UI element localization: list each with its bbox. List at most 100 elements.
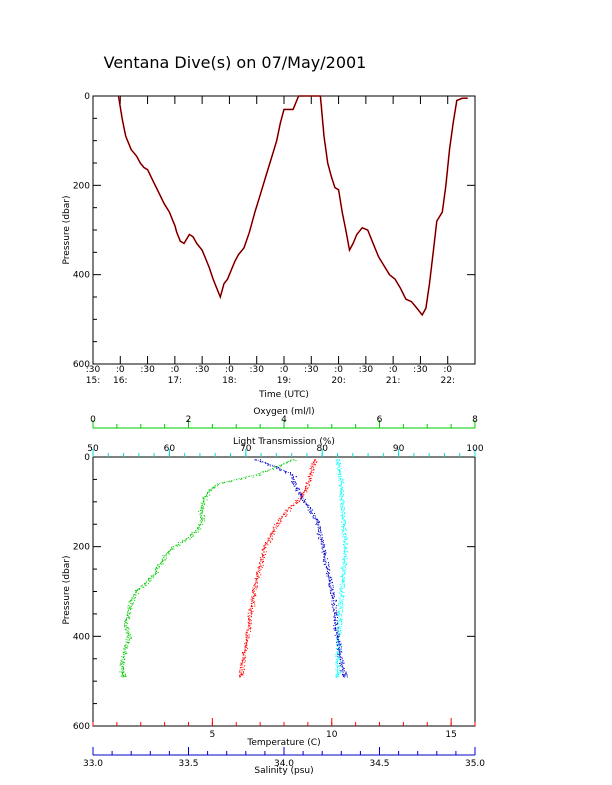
temperature-point xyxy=(252,611,254,612)
oxygen-point xyxy=(129,634,131,636)
salinity-point xyxy=(291,474,293,476)
light_transmission-point xyxy=(335,643,337,645)
salinity-point xyxy=(267,463,269,465)
temperature-point xyxy=(248,609,250,611)
light_transmission-point xyxy=(340,491,342,493)
salinity-point xyxy=(304,499,306,500)
temperature-point xyxy=(306,488,308,490)
oxygen-point xyxy=(204,496,206,498)
oxygen-point xyxy=(162,561,163,562)
oxygen-point xyxy=(129,613,131,615)
ts-x-tick-label-hour: 21: xyxy=(386,376,400,386)
time-series-xlabel: Time (UTC) xyxy=(258,390,309,400)
oxygen-point xyxy=(125,638,127,640)
salinity-point xyxy=(308,504,310,506)
light_transmission-tick-label: 60 xyxy=(164,444,176,454)
salinity-point xyxy=(301,497,302,499)
light_transmission-point xyxy=(340,602,342,604)
light_transmission-point xyxy=(340,575,342,577)
temperature-point xyxy=(255,572,257,574)
oxygen-point xyxy=(178,542,179,543)
light_transmission-point xyxy=(336,645,338,647)
salinity-point xyxy=(333,625,335,626)
salinity-point xyxy=(300,498,302,499)
temperature-point xyxy=(312,465,314,467)
temperature-point xyxy=(313,462,315,464)
oxygen-point xyxy=(123,671,125,673)
light_transmission-point xyxy=(341,511,343,513)
oxygen-point xyxy=(266,471,268,472)
temperature-point xyxy=(256,572,258,574)
oxygen-point xyxy=(168,552,170,554)
salinity-point xyxy=(264,462,266,464)
oxygen-point xyxy=(131,604,133,606)
salinity-point xyxy=(345,673,347,675)
light_transmission-point xyxy=(339,472,341,474)
salinity-point xyxy=(320,539,322,540)
light_transmission-point xyxy=(340,475,342,477)
temperature-point xyxy=(246,639,248,641)
light_transmission-point xyxy=(341,604,343,606)
oxygen-point xyxy=(224,482,226,483)
temperature-point xyxy=(247,637,249,639)
temperature-point xyxy=(240,662,242,664)
temperature-point xyxy=(295,499,297,501)
salinity-point xyxy=(318,537,320,539)
oxygen-point xyxy=(191,531,193,533)
salinity-point xyxy=(339,656,341,658)
light_transmission-point xyxy=(338,485,340,487)
oxygen-point xyxy=(185,539,187,541)
temperature-point xyxy=(305,489,306,491)
salinity-axis: 33.0 33.5 34.0 34.5 35.0 xyxy=(83,747,485,769)
light_transmission-point xyxy=(336,671,338,673)
light_transmission-point xyxy=(336,651,338,653)
temperature-point xyxy=(240,674,242,676)
temperature-point xyxy=(260,560,262,562)
light_transmission-point xyxy=(341,490,343,491)
oxygen-point xyxy=(126,652,128,654)
salinity-point xyxy=(345,671,347,673)
oxygen-point xyxy=(132,603,134,605)
temperature-point xyxy=(257,567,259,569)
light_transmission-point xyxy=(345,539,347,541)
oxygen-point xyxy=(127,627,129,629)
oxygen-point xyxy=(125,674,127,676)
temperature-point xyxy=(247,635,249,637)
salinity-point xyxy=(295,488,297,490)
oxygen-point xyxy=(200,522,202,524)
temperature-point xyxy=(248,619,250,620)
salinity-point xyxy=(320,532,322,534)
light_transmission-point xyxy=(341,532,343,534)
light_transmission-point xyxy=(335,654,337,655)
temperature-point xyxy=(307,476,309,477)
oxygen-point xyxy=(184,541,186,543)
oxygen-point xyxy=(140,585,142,587)
oxygen-point xyxy=(122,668,124,670)
temperature-point xyxy=(262,561,264,563)
temperature-point xyxy=(249,609,251,611)
oxygen-point xyxy=(258,474,260,476)
salinity-point xyxy=(299,491,301,493)
temperature-point xyxy=(250,610,252,612)
salinity-point xyxy=(303,502,305,503)
light_transmission-point xyxy=(340,488,342,490)
salinity-tick-label: 35.0 xyxy=(465,759,485,769)
salinity-point xyxy=(331,597,333,599)
pr-y-tick-label: 0 xyxy=(84,453,90,463)
light_transmission-point xyxy=(343,525,345,527)
oxygen-point xyxy=(186,538,188,539)
light_transmission-point xyxy=(340,488,342,490)
oxygen-point xyxy=(128,617,130,619)
oxygen-point xyxy=(217,484,219,486)
temperature-point xyxy=(262,564,264,566)
oxygen-point xyxy=(128,616,130,618)
salinity-point xyxy=(341,651,343,653)
salinity-tick-label: 33.5 xyxy=(178,759,198,769)
temperature-point xyxy=(253,585,255,587)
oxygen-point xyxy=(127,636,128,638)
temperature-point xyxy=(303,491,305,493)
light_transmission-point xyxy=(342,479,344,481)
oxygen-point xyxy=(199,524,200,526)
oxygen-point xyxy=(128,642,130,643)
temperature-point xyxy=(242,657,244,659)
